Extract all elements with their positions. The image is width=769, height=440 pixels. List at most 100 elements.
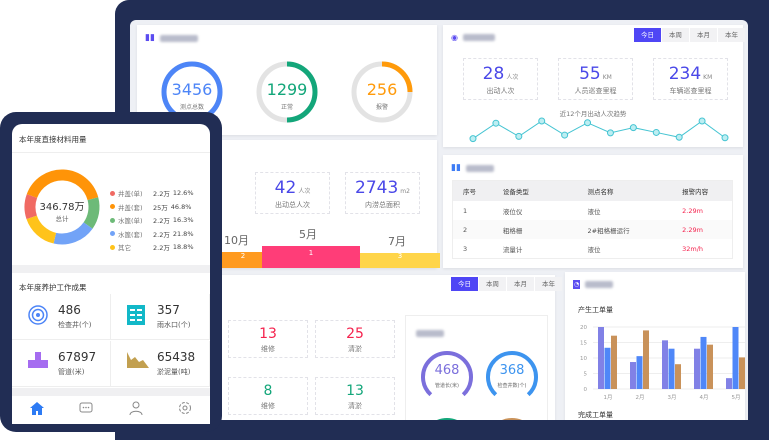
legend-name: 水篦(单): [118, 217, 143, 225]
stat-value: 8: [263, 383, 273, 399]
gauge-arc: [437, 418, 457, 420]
stat-box: 55 KM 人员巡查里程: [558, 58, 633, 100]
bar: [739, 357, 745, 389]
tab-month[interactable]: 本月: [690, 28, 717, 42]
bar: [707, 344, 713, 389]
stat-label: 维修: [261, 345, 275, 353]
settings-icon[interactable]: [178, 400, 192, 419]
stat-box: 25 清淤: [315, 320, 395, 358]
result-cell: 357 雨水口(个): [111, 294, 210, 340]
table-row[interactable]: 1 液位仪 液位 2.29m: [453, 201, 732, 220]
panel-title-blurred: [462, 34, 495, 41]
tab-month[interactable]: 本月: [507, 277, 534, 291]
x-tick-label: 1月: [604, 394, 613, 401]
table-cell: 2: [453, 220, 493, 239]
user-icon[interactable]: [129, 400, 143, 419]
ring-value: 3456: [171, 80, 213, 99]
x-tick-label: 4月: [700, 394, 709, 401]
home-icon[interactable]: [29, 400, 44, 419]
tab-year[interactable]: 本年: [718, 28, 745, 42]
legend-item: 水篦(套) 2.2万 21.8%: [110, 229, 194, 239]
legend-name: 其它: [118, 244, 131, 252]
stat-unit: 人次: [298, 188, 311, 195]
gauge-arc: [486, 351, 538, 397]
legend-item: 井盖(单) 2.2万 12.6%: [110, 188, 194, 198]
ring-arc: [256, 61, 318, 123]
legend-dot: [110, 204, 115, 209]
stat-value: 13: [346, 383, 364, 399]
legend-dot: [110, 190, 115, 196]
mobile-device: 本年度直接材料用量 346.78万 总计 井盖(单) 2.2万 12.6% 井盖(套)…: [0, 112, 222, 432]
workorder-bar-chart: 0 5 10 15 20 1月 2月 3月 4月 5月: [580, 325, 745, 401]
y-tick-label: 0: [584, 387, 588, 393]
trend-point: [606, 129, 614, 137]
bar: [662, 340, 668, 389]
legend-pct: 12.6%: [172, 189, 194, 197]
tab-week[interactable]: 本周: [479, 277, 506, 291]
ring-label: 正常: [280, 104, 293, 111]
ring-value: 1299: [266, 80, 308, 99]
stat-box: 8 维修: [228, 377, 308, 415]
donut-total: 346.78万: [39, 202, 85, 213]
panel-title-blurred: [585, 281, 614, 288]
table-row[interactable]: 2 粗格栅 2#粗格栅运行 2.29m: [453, 220, 732, 239]
trend-title: 近12个月出动人次趋势: [559, 110, 627, 118]
tab-year[interactable]: 本年: [535, 277, 562, 291]
table-cell: 32m/h: [682, 244, 704, 253]
ring-label: 报警: [375, 104, 388, 111]
bar-chart-icon: ▮▮: [145, 33, 155, 43]
gauge-label: 管道长(米): [435, 383, 459, 389]
workorder-panel: ◔ 产生工单量 0 5 10 15 20 1月 2月 3月 4月 5月 完成工单量: [565, 272, 745, 420]
card-title-blurred: [416, 330, 444, 337]
month-label: 10月: [224, 234, 249, 247]
donut-slice: [53, 222, 93, 245]
table-cell: 1: [463, 206, 468, 215]
gauge-arc: [421, 351, 473, 397]
chart-title: 产生工单量: [578, 306, 613, 314]
stat-box: 13 维修: [228, 320, 308, 358]
legend-pct: 21.8%: [172, 229, 194, 238]
bar: [700, 336, 707, 389]
table-cell: 液位: [587, 207, 601, 216]
alarm-table: 序号 设备类型 测点名称 报警内容 1 液位仪 液位 2.29m 2 粗格栅 2#粗格栅运行 2.29…: [452, 180, 733, 259]
gauge-value: 468: [434, 363, 460, 378]
table-row[interactable]: 3 流量计 液位 32m/h: [453, 239, 732, 258]
result-value: 357: [157, 303, 180, 317]
result-cell: 67897 管道(米): [12, 341, 111, 387]
legend-dot: [110, 244, 115, 250]
result-cell: 65438 淤泥量(吨): [111, 341, 210, 387]
stat-value: 234: [668, 64, 702, 84]
legend-name: 井盖(单): [118, 190, 143, 198]
bar: [598, 327, 604, 389]
stat-ring: 256 报警: [350, 60, 414, 124]
gauge-label: 检查井数(个): [497, 383, 527, 389]
y-tick-label: 20: [580, 325, 587, 331]
legend-item: 水篦(单) 2.2万 16.3%: [110, 215, 194, 225]
message-icon[interactable]: [79, 400, 93, 419]
stat-value: 13: [259, 326, 277, 342]
tab-today[interactable]: 今日: [451, 277, 478, 291]
month-bar: 3: [360, 253, 440, 268]
gauge-value: 368: [499, 363, 525, 378]
stat-label: 车辆巡查里程: [669, 87, 712, 95]
trend-point: [721, 134, 729, 142]
donut-slice: [24, 194, 38, 220]
tab-week[interactable]: 本周: [662, 28, 689, 42]
trend-point: [492, 119, 500, 127]
materials-donut-chart: [24, 169, 100, 245]
next-chart-title: 完成工单量: [578, 411, 613, 419]
legend-amount: 2.2万: [153, 217, 170, 225]
donut-total-label: 总计: [55, 215, 69, 223]
stat-unit: 人次: [506, 74, 519, 81]
result-value: 67897: [58, 350, 97, 364]
tab-today[interactable]: 今日: [634, 28, 661, 42]
result-value: 486: [58, 303, 81, 317]
legend-item: 其它 2.2万 18.8%: [110, 242, 194, 252]
donut-slice: [26, 169, 99, 201]
ring-label: 测点总数: [179, 104, 204, 111]
trend-point: [675, 133, 683, 141]
result-label: 管道(米): [58, 368, 85, 376]
ring-value: 256: [366, 80, 398, 99]
column-header: 测点名称: [577, 181, 673, 201]
panel-title-blurred: [465, 164, 494, 172]
